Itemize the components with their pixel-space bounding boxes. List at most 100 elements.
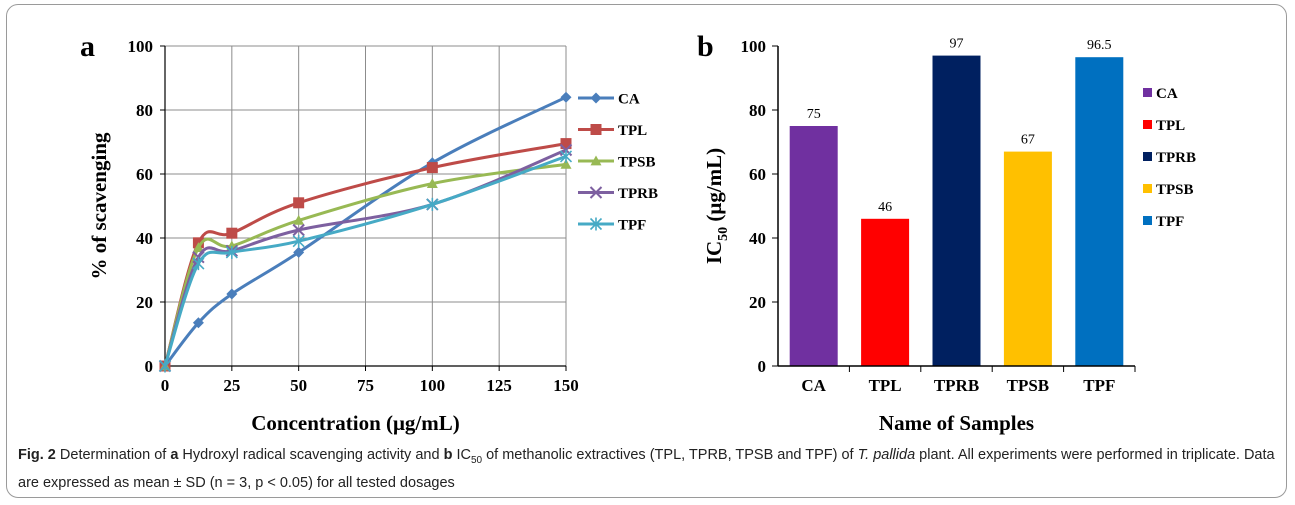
legend-label: TPF <box>618 218 646 234</box>
y-tick-label: 60 <box>749 165 766 184</box>
legend-swatch <box>1143 184 1152 193</box>
y-tick-label: 60 <box>136 165 153 184</box>
data-point-ca <box>293 246 305 258</box>
legend-marker <box>590 92 602 104</box>
x-tick-label: 25 <box>223 376 240 395</box>
y-axis-title-subscript: 50 <box>716 227 731 241</box>
legend-label: CA <box>1156 86 1178 102</box>
data-point-tpf <box>192 257 205 271</box>
legend-swatch <box>1143 152 1152 161</box>
panel-label-b: b <box>697 30 714 63</box>
panel-label-a: a <box>80 30 95 63</box>
data-point-tpsb <box>426 178 438 188</box>
legend-swatch <box>1143 88 1152 97</box>
legend-label: TPRB <box>1156 150 1196 166</box>
data-point-tpf <box>292 234 305 248</box>
legend-item-tprb: TPRB <box>1143 150 1196 166</box>
y-axis-title-rest: (μg/mL) <box>702 148 726 227</box>
series-tpf <box>158 149 573 373</box>
y-tick-label: 80 <box>136 101 153 120</box>
bar-tpl <box>861 218 910 366</box>
data-point-tpf <box>426 197 439 211</box>
legend-label: TPL <box>1156 118 1185 134</box>
y-axis-title: IC50 (μg/mL) <box>702 148 731 264</box>
data-label-tpl: 46 <box>878 200 892 215</box>
data-point-tpl <box>226 227 238 239</box>
caption-text-4: of methanolic extractives (TPL, TPRB, TP… <box>482 447 858 463</box>
x-tick-label: 125 <box>486 376 512 395</box>
caption-text-3: IC <box>452 447 471 463</box>
x-tick-label: 0 <box>161 376 170 395</box>
y-axis-title-main: IC <box>702 241 726 264</box>
legend-swatch <box>1143 120 1152 129</box>
x-tick-label: 75 <box>357 376 374 395</box>
chart-b: b 0 20 40 60 80 100 75 CA 46 TPL 97 TPRB 67 TPSB 96.5 TP… <box>697 30 1196 435</box>
chart-a: a 0 20 40 60 80 100 0 25 50 75 100 125 150 Concentrati… <box>80 30 658 435</box>
figure-frame <box>6 4 1287 498</box>
y-tick-label: 20 <box>136 293 153 312</box>
legend-label: TPF <box>1156 214 1184 230</box>
data-point-tpsb <box>293 214 305 225</box>
caption-fig-label: Fig. 2 <box>18 447 56 463</box>
x-tick-label-tpl: TPL <box>869 376 902 395</box>
legend-marker <box>590 124 602 135</box>
caption-text-1: Determination of <box>55 447 171 463</box>
data-point-tpl <box>560 138 572 150</box>
legend-item-ca: CA <box>578 92 640 108</box>
y-tick-label: 80 <box>749 101 766 120</box>
legend-label: TPSB <box>618 155 656 171</box>
y-tick-label: 40 <box>749 229 766 248</box>
data-label-tpsb: 67 <box>1021 133 1035 148</box>
data-label-ca: 75 <box>807 107 821 122</box>
legend-item-tpsb: TPSB <box>578 155 656 171</box>
y-tick-label: 100 <box>741 37 767 56</box>
legend-swatch <box>1143 216 1152 225</box>
x-axis-title: Name of Samples <box>879 411 1034 435</box>
y-tick-label: 0 <box>758 357 767 376</box>
bar-tpf <box>1075 57 1124 366</box>
data-label-tpf: 96.5 <box>1087 38 1112 53</box>
y-tick-label: 0 <box>145 357 154 376</box>
data-label-tprb: 97 <box>950 37 964 52</box>
x-tick-label: 50 <box>290 376 307 395</box>
bar-ca <box>789 126 838 366</box>
legend-marker <box>589 186 603 199</box>
legend-item-ca: CA <box>1143 86 1178 102</box>
legend-label: CA <box>618 92 640 108</box>
data-point-tpf <box>225 245 238 259</box>
caption-panel-b: b <box>443 447 453 463</box>
data-point-tpf <box>559 149 573 163</box>
legend-item-tpf: TPF <box>1143 214 1184 230</box>
legend-marker <box>590 155 602 166</box>
legend-marker <box>589 217 603 231</box>
caption-panel-a: a <box>170 447 179 463</box>
legend-label: TPRB <box>618 186 658 202</box>
series-line-tpsb <box>163 162 567 367</box>
data-point-ca <box>560 91 572 103</box>
caption-text-2: Hydroxyl radical scavenging activity and <box>178 447 444 463</box>
bar-tpsb <box>1003 151 1052 366</box>
data-point-tpsb <box>560 158 572 169</box>
series-line-tpf <box>163 154 567 367</box>
caption-subscript: 50 <box>470 454 483 466</box>
y-tick-label: 40 <box>136 229 153 248</box>
y-tick-label: 20 <box>749 293 766 312</box>
legend-item-tpl: TPL <box>1143 118 1185 134</box>
x-tick-label: 150 <box>553 376 579 395</box>
legend-label: TPL <box>618 123 647 139</box>
x-axis-title: Concentration (μg/mL) <box>251 411 459 435</box>
y-axis-title: % of scavenging <box>87 132 111 280</box>
legend-item-tpf: TPF <box>578 217 646 234</box>
legend-label: TPSB <box>1156 182 1194 198</box>
x-tick-label-tprb: TPRB <box>934 376 979 395</box>
legend-item-tpl: TPL <box>578 123 647 139</box>
x-tick-label: 100 <box>420 376 446 395</box>
data-point-tpf <box>158 359 172 373</box>
data-point-ca <box>226 288 238 300</box>
bar-tprb <box>932 55 981 366</box>
legend-item-tprb: TPRB <box>578 186 658 202</box>
data-point-tpl <box>293 197 305 209</box>
x-tick-label-tpsb: TPSB <box>1007 376 1050 395</box>
caption-text-5: plant. All experiments were performed in… <box>18 447 1275 491</box>
